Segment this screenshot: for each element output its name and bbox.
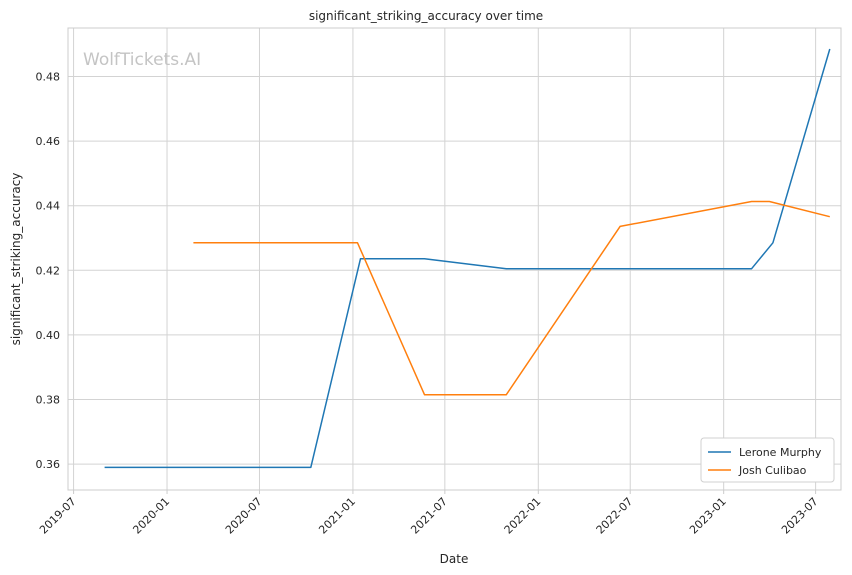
y-tick-label: 0.36 <box>36 458 61 471</box>
x-axis-title: Date <box>440 552 469 566</box>
watermark: WolfTickets.AI <box>83 50 201 70</box>
y-tick-labels: 0.36 0.38 0.40 0.42 0.44 0.46 0.48 <box>36 70 61 471</box>
y-tick-label: 0.44 <box>36 200 61 213</box>
legend-box <box>700 437 835 483</box>
y-tick-label: 0.46 <box>36 135 61 148</box>
y-tick-label: 0.48 <box>36 70 61 83</box>
y-axis-title: significant_striking_accuracy <box>9 173 23 346</box>
series-line-josh-culibao <box>193 200 830 396</box>
y-tick-label: 0.42 <box>36 264 61 277</box>
grid-layer <box>68 28 841 494</box>
legend-label-lerone-murphy: Lerone Murphy <box>739 446 822 459</box>
y-tick-label: 0.40 <box>36 329 61 342</box>
y-tick-label: 0.38 <box>36 394 61 407</box>
legend-label-josh-culibao: Josh Culibao <box>738 464 807 477</box>
legend: Lerone Murphy Josh Culibao <box>700 437 835 483</box>
plot-frame <box>67 27 842 491</box>
chart-title: significant_striking_accuracy over time <box>309 9 543 23</box>
series-line-lerone-murphy <box>104 48 831 469</box>
series-layer <box>104 48 831 469</box>
